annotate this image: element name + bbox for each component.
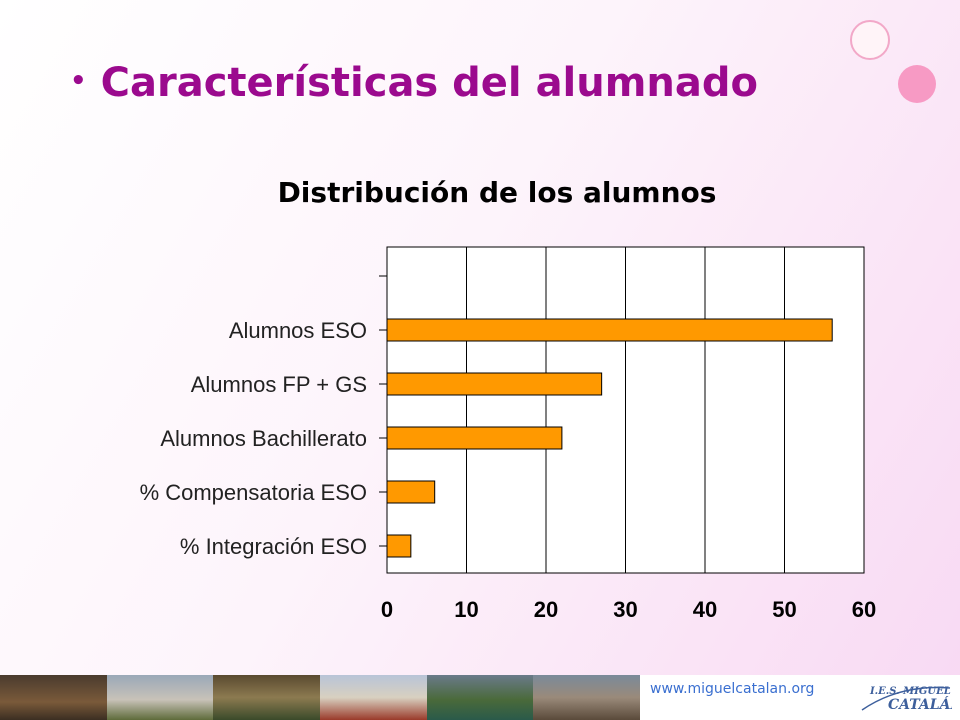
bar: [386, 372, 603, 396]
footer-photo-strip: [0, 675, 641, 720]
logo-line2: CATALÁN: [888, 695, 952, 713]
bars: [386, 318, 833, 558]
bullet-icon: •: [70, 66, 87, 96]
school-logo: I.E.S. MIGUEL CATALÁN: [861, 686, 952, 713]
category-labels: Alumnos ESO Alumnos FP + GS Alumnos Bachil…: [140, 318, 367, 559]
category-label: % Compensatoria ESO: [140, 480, 367, 505]
category-label: Alumnos ESO: [229, 318, 367, 343]
bar-chart: Distribución de los alumnos Alumnos ESOA…: [140, 176, 877, 622]
category-label: % Integración ESO: [180, 534, 367, 559]
bar: [386, 318, 833, 342]
x-tick-label: 20: [534, 597, 558, 622]
bar: [386, 534, 412, 558]
footer-photo: [0, 675, 107, 720]
decorative-circle-filled-icon: [898, 65, 936, 103]
chart-title: Distribución de los alumnos: [278, 176, 717, 209]
axis-ticks: [379, 275, 387, 547]
x-tick-label: 60: [852, 597, 876, 622]
x-tick-label: 30: [613, 597, 637, 622]
footer-photo: [320, 675, 427, 720]
category-label: Alumnos Bachillerato: [160, 426, 367, 451]
x-tick-label: 0: [381, 597, 393, 622]
footer-photo: [213, 675, 321, 720]
x-tick-label: 40: [693, 597, 717, 622]
logo-line1: I.E.S. MIGUEL: [869, 686, 951, 697]
x-tick-labels: 0 10 20 30 40 50 60: [381, 597, 876, 622]
grid-lines: [466, 247, 785, 573]
footer-url-link[interactable]: www.miguelcatalan.org: [650, 681, 815, 697]
footer-right-panel: [640, 675, 960, 720]
x-tick-label: 50: [772, 597, 796, 622]
slide-title: • Características del alumnado: [70, 60, 758, 106]
decorative-circle-outline-icon: [850, 20, 890, 60]
footer-photo: [426, 675, 534, 720]
slide-title-text: Características del alumnado: [100, 60, 759, 106]
category-label: Alumnos FP + GS: [191, 372, 367, 397]
footer-photo: [533, 675, 641, 720]
bar: [386, 426, 563, 450]
x-tick-label: 10: [454, 597, 478, 622]
bar: [386, 480, 436, 504]
footer-photo: [106, 675, 214, 720]
